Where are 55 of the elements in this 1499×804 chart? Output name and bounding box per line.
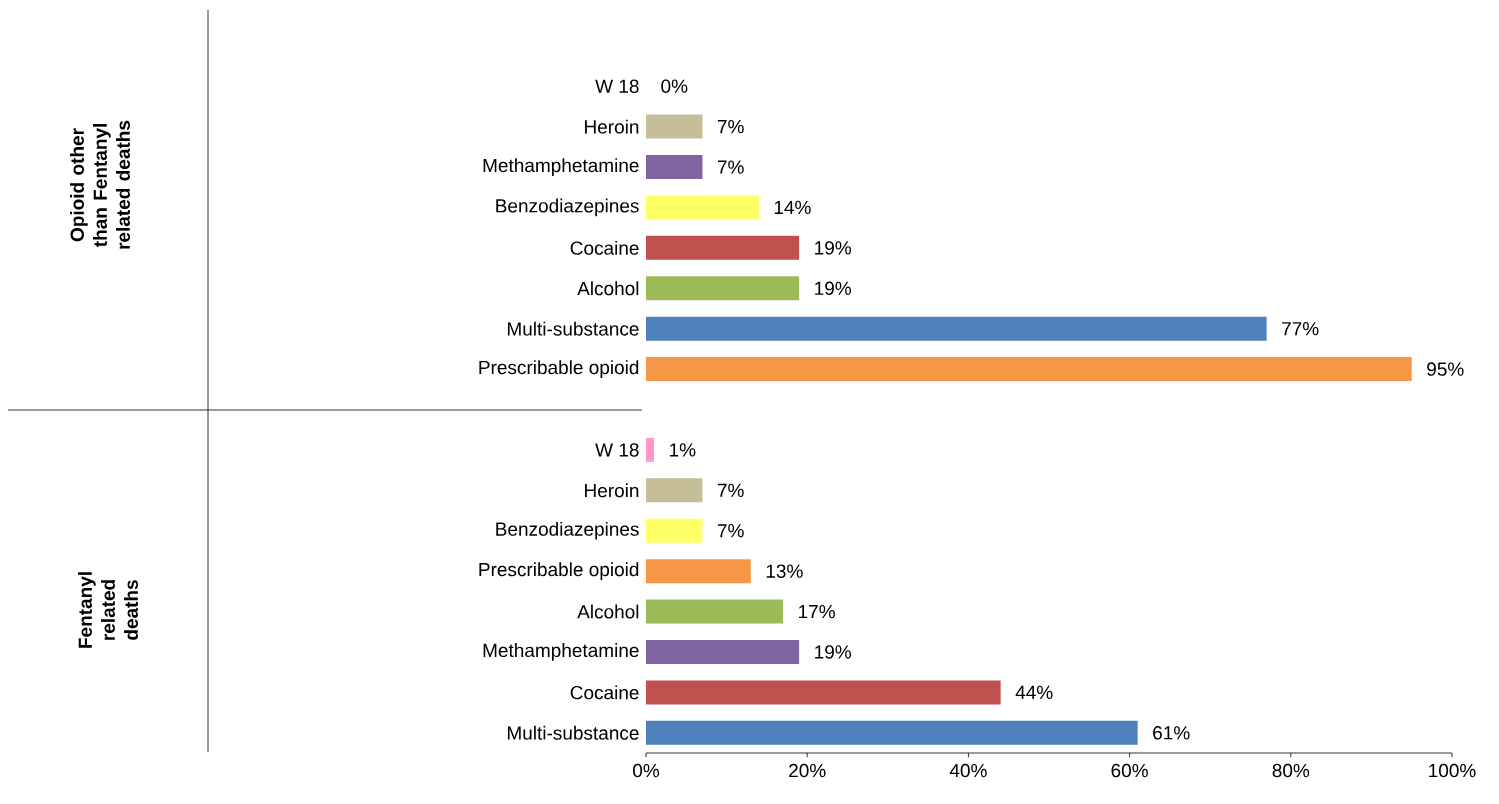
x-tick-label: 0% xyxy=(633,763,660,778)
y-tick-label: Benzodiazepines xyxy=(496,198,639,217)
bar xyxy=(646,357,1412,382)
data-label: 19% xyxy=(815,281,852,295)
data-label: 44% xyxy=(1015,685,1053,700)
data-label: 0% xyxy=(661,79,688,93)
y-tick-label: Heroin xyxy=(585,119,639,134)
y-tick-label: Prescribable opioid xyxy=(479,360,639,378)
bar xyxy=(646,114,703,139)
y-tick-label: Multi-substance xyxy=(507,321,639,336)
data-label: 95% xyxy=(1427,362,1464,376)
data-label: 7% xyxy=(717,119,744,134)
y-tick-label: W 18 xyxy=(595,79,639,93)
y-tick-label: Heroin xyxy=(585,483,639,498)
x-tick-label: 100% xyxy=(1429,763,1476,778)
data-label: 77% xyxy=(1282,322,1319,336)
bar xyxy=(646,316,1267,341)
x-tick-label: 80% xyxy=(1272,763,1310,778)
bar xyxy=(646,155,703,180)
bar xyxy=(646,599,784,624)
data-label: 7% xyxy=(717,524,744,538)
bar xyxy=(646,195,759,220)
bar xyxy=(646,680,1001,705)
y-tick-label: Cocaine xyxy=(570,240,639,255)
y-tick-label: Alcohol xyxy=(577,604,639,619)
bar xyxy=(646,720,1138,745)
data-label: 19% xyxy=(815,645,852,659)
data-label: 14% xyxy=(774,200,811,215)
x-tick-label: 40% xyxy=(949,763,987,778)
y-tick-label: Methamphetamine xyxy=(483,158,639,176)
bar xyxy=(646,276,800,301)
data-label: 17% xyxy=(799,604,835,619)
bar xyxy=(646,478,703,503)
y-tick-label: Cocaine xyxy=(570,685,639,700)
data-label: 1% xyxy=(670,443,696,457)
x-tick-label: 20% xyxy=(789,763,826,778)
y-tick-label: Alcohol xyxy=(577,281,639,296)
x-tick-label: 60% xyxy=(1111,763,1148,778)
data-label: 13% xyxy=(766,564,803,578)
bar xyxy=(646,437,655,462)
text: Fentanyl related deaths xyxy=(78,572,138,648)
data-label: 7% xyxy=(717,160,744,174)
y-tick-label: Benzodiazepines xyxy=(496,521,639,540)
y-tick-label: W 18 xyxy=(595,443,639,457)
text: Opioid other than Fentanyl related deaths xyxy=(70,120,130,249)
data-label: 7% xyxy=(717,483,744,497)
bar xyxy=(646,639,800,664)
bar xyxy=(646,559,751,584)
data-label: 61% xyxy=(1153,726,1190,740)
data-label: 19% xyxy=(815,241,852,255)
bar xyxy=(646,235,800,260)
bar xyxy=(646,518,703,543)
y-tick-label: Methamphetamine xyxy=(483,643,639,661)
y-tick-label: Multi-substance xyxy=(507,725,639,740)
y-tick-label: Prescribable opioid xyxy=(479,562,639,580)
